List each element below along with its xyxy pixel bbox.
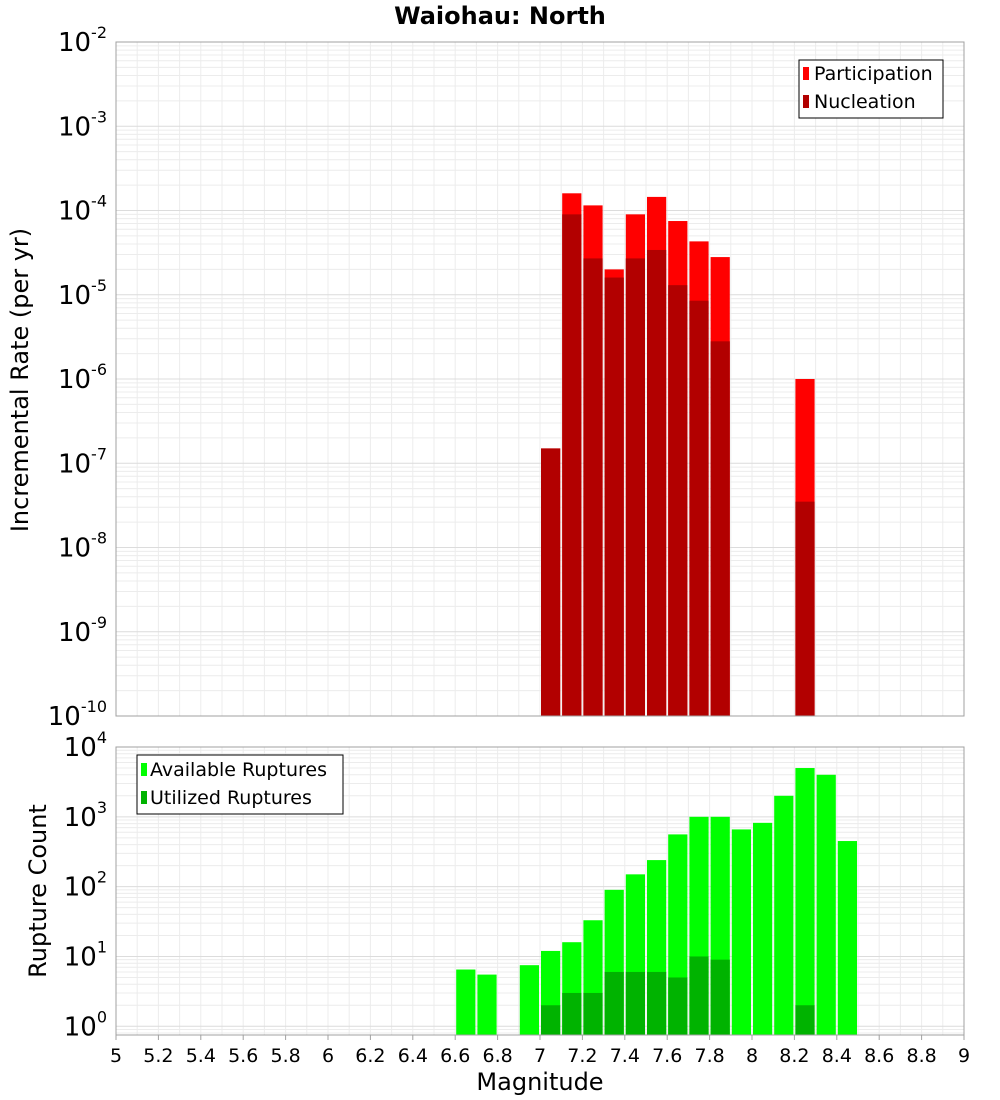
x-tick-label: 7.2: [567, 1045, 597, 1067]
nucleation-bar: [562, 214, 582, 716]
rate-y-ticks: 10-10 10-9 10-8 10-7 10-6 10-5 10-4 10-3 10-2: [48, 23, 107, 732]
nucleation-bar: [604, 277, 624, 716]
x-tick-label: 6.6: [440, 1045, 470, 1067]
rate-bars: [541, 193, 815, 717]
x-tick-label: 8.8: [906, 1045, 936, 1067]
available-ruptures-bar: [816, 774, 836, 1035]
x-tick-label: 8.2: [779, 1045, 809, 1067]
nucleation-bar: [668, 285, 688, 716]
utilized-ruptures-bar: [604, 971, 624, 1035]
utilized-ruptures-bar: [625, 971, 645, 1035]
x-tick-label: 6.4: [398, 1045, 428, 1067]
rate-y-tick-label: 10-6: [58, 360, 107, 395]
x-tick-label: 7: [534, 1045, 546, 1067]
count-y-tick-label: 104: [64, 728, 107, 763]
x-tick-label: 5.6: [228, 1045, 258, 1067]
rate-y-tick-label: 10-5: [58, 276, 107, 311]
rate-y-axis-label: Incremental Rate (per yr): [6, 228, 34, 532]
count-panel: 100 101 102 103 104 5 5.2 5.4 5.6 5.8 6 6.2 6.4 6.6 6…: [24, 728, 970, 1096]
x-tick-label: 7.6: [652, 1045, 682, 1067]
available-legend-label: Available Ruptures: [150, 759, 327, 781]
rate-y-tick-label: 10-7: [58, 444, 107, 479]
count-y-tick-label: 103: [64, 798, 107, 833]
utilized-legend-label: Utilized Ruptures: [150, 787, 312, 809]
x-tick-label: 7.8: [694, 1045, 724, 1067]
x-tick-label: 5: [110, 1045, 122, 1067]
utilized-legend-swatch: [141, 791, 147, 804]
rate-legend: Participation Nucleation: [798, 59, 944, 119]
magnitude-x-axis-label: Magnitude: [476, 1068, 603, 1096]
x-tick-label: 8.6: [864, 1045, 894, 1067]
rate-y-tick-label: 10-4: [58, 192, 107, 227]
utilized-ruptures-bar: [689, 956, 709, 1035]
utilized-ruptures-bar: [541, 1005, 561, 1035]
available-ruptures-bar: [837, 841, 857, 1035]
rate-legend-box: [798, 59, 944, 119]
magnitude-x-ticks: 5 5.2 5.4 5.6 5.8 6 6.2 6.4 6.6 6.8 7 7.2 7.4 7.6 7.8 8…: [110, 1035, 970, 1067]
rate-y-tick-label: 10-10: [48, 697, 107, 732]
count-y-ticks: 100 101 102 103 104: [64, 728, 107, 1042]
chart-title: Waiohau: North: [394, 2, 606, 30]
count-bars: [456, 768, 857, 1035]
x-tick-label: 9: [958, 1045, 970, 1067]
x-tick-label: 6: [322, 1045, 334, 1067]
available-ruptures-bar: [731, 829, 751, 1035]
available-ruptures-bar: [795, 768, 815, 1035]
available-ruptures-bar: [753, 822, 773, 1035]
x-tick-label: 8.4: [822, 1045, 852, 1067]
available-legend-swatch: [141, 763, 147, 776]
participation-legend-swatch: [803, 67, 809, 80]
available-ruptures-bar: [477, 974, 497, 1035]
rate-y-tick-label: 10-9: [58, 613, 107, 648]
rate-y-tick-label: 10-8: [58, 529, 107, 564]
x-tick-label: 6.8: [482, 1045, 512, 1067]
rate-plot-frame: [115, 41, 965, 717]
utilized-ruptures-bar: [647, 971, 667, 1035]
x-tick-label: 8: [746, 1045, 758, 1067]
nucleation-bar: [689, 300, 709, 716]
rate-grid: [115, 41, 965, 717]
utilized-ruptures-bar: [710, 959, 730, 1035]
nucleation-legend-swatch: [803, 95, 809, 108]
utilized-ruptures-bar: [562, 992, 582, 1035]
nucleation-bar: [795, 501, 815, 716]
participation-legend-label: Participation: [814, 63, 933, 85]
count-y-tick-label: 100: [64, 1007, 107, 1042]
count-y-tick-label: 101: [64, 937, 107, 972]
nucleation-bar: [710, 341, 730, 716]
x-tick-label: 5.2: [143, 1045, 173, 1067]
x-tick-label: 5.8: [270, 1045, 300, 1067]
available-ruptures-bar: [519, 965, 539, 1035]
rate-panel: 10-10 10-9 10-8 10-7 10-6 10-5 10-4 10-3 10-2 In…: [6, 23, 965, 732]
nucleation-bar: [625, 258, 645, 716]
utilized-ruptures-bar: [668, 977, 688, 1035]
count-legend: Available Ruptures Utilized Ruptures: [136, 754, 344, 815]
rate-y-tick-label: 10-2: [58, 23, 107, 58]
nucleation-legend-label: Nucleation: [814, 91, 916, 113]
count-legend-box: [136, 754, 344, 815]
count-y-tick-label: 102: [64, 868, 107, 903]
nucleation-bar: [583, 258, 603, 716]
x-tick-label: 7.4: [610, 1045, 640, 1067]
utilized-ruptures-bar: [583, 992, 603, 1035]
available-ruptures-bar: [456, 969, 476, 1035]
utilized-ruptures-bar: [795, 1005, 815, 1035]
nucleation-bar: [647, 249, 667, 716]
available-ruptures-bar: [774, 795, 794, 1035]
nucleation-bar: [541, 448, 561, 716]
x-tick-label: 6.2: [355, 1045, 385, 1067]
rate-y-tick-label: 10-3: [58, 107, 107, 142]
x-tick-label: 5.4: [186, 1045, 216, 1067]
count-y-axis-label: Rupture Count: [24, 804, 52, 978]
